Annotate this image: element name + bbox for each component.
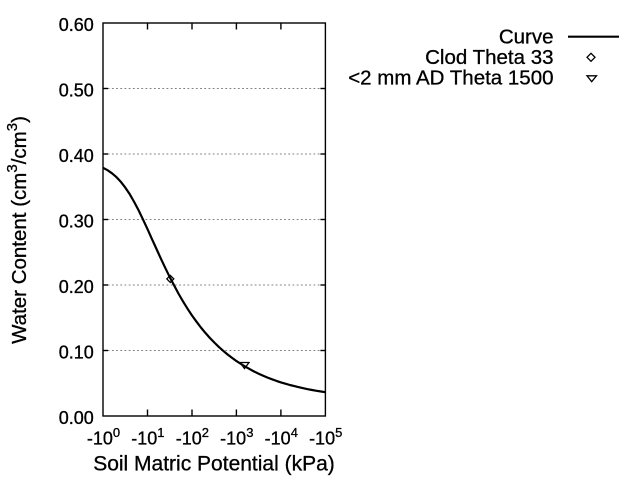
svg-text:0.60: 0.60 [59,15,94,35]
svg-text:Curve: Curve [499,26,554,49]
svg-text:0.00: 0.00 [59,408,94,428]
svg-text:0.40: 0.40 [59,146,94,166]
svg-text:-103: -103 [220,425,253,448]
svg-text:0.10: 0.10 [59,343,94,363]
svg-text:Clod Theta 33: Clod Theta 33 [425,46,553,69]
svg-text:0.20: 0.20 [59,277,94,297]
svg-text:-100: -100 [87,425,120,448]
svg-text:0.50: 0.50 [59,81,94,101]
svg-text:<2 mm AD Theta 1500: <2 mm AD Theta 1500 [348,67,553,90]
svg-text:Soil Matric Potential (kPa): Soil Matric Potential (kPa) [93,453,335,476]
svg-text:-101: -101 [131,425,164,448]
svg-text:-104: -104 [265,425,298,448]
svg-text:0.30: 0.30 [59,212,94,232]
svg-text:-102: -102 [176,425,209,448]
svg-text:-105: -105 [309,425,342,448]
svg-text:Water Content (cm3/cm3): Water Content (cm3/cm3) [4,116,31,344]
